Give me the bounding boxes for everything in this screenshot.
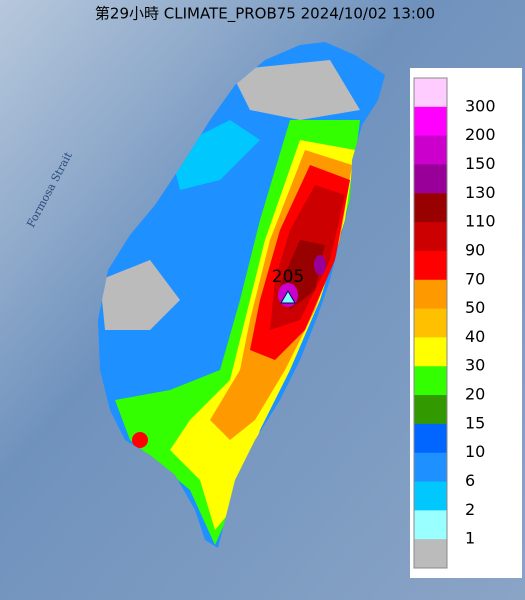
legend-swatch (414, 222, 447, 252)
title: 第29小時 CLIMATE_PROB75 2024/10/02 13:00 (95, 5, 435, 24)
legend-swatch (414, 539, 447, 569)
legend-label: 200 (465, 125, 496, 144)
legend-swatch (414, 308, 447, 338)
legend: 300 200 150 130 110 90 70 50 40 30 20 15 10 6 2 1 (413, 77, 496, 569)
legend-label: 50 (465, 298, 485, 317)
rain-area (314, 255, 326, 275)
legend-swatch (414, 395, 447, 425)
legend-label: 15 (465, 413, 485, 432)
max-label: 205 (272, 267, 304, 287)
legend-swatch (414, 164, 447, 194)
rain-area (132, 432, 148, 448)
legend-swatch (414, 279, 447, 310)
legend-swatch (414, 366, 447, 396)
legend-label: 110 (465, 212, 496, 231)
legend-label: 300 (465, 96, 496, 115)
legend-swatch (414, 78, 447, 108)
legend-label: 70 (465, 269, 485, 288)
legend-label: 40 (465, 327, 485, 346)
legend-label: 130 (465, 183, 496, 202)
legend-label: 150 (465, 154, 496, 173)
legend-label: 90 (465, 240, 485, 259)
legend-label: 1 (465, 529, 475, 548)
legend-swatch (414, 106, 447, 137)
legend-frame (413, 77, 448, 569)
legend-swatch (414, 452, 447, 483)
legend-swatch (414, 337, 447, 367)
max-marker (280, 290, 296, 304)
rain-area (230, 60, 360, 120)
legend-swatch (414, 481, 447, 511)
rain-area (170, 120, 260, 190)
legend-swatch (414, 193, 447, 223)
legend-label: 10 (465, 442, 485, 461)
rain-area (100, 260, 180, 330)
legend-swatch (414, 423, 447, 454)
legend-swatch (414, 250, 447, 281)
legend-swatch (414, 510, 447, 540)
legend-label: 20 (465, 385, 485, 404)
legend-label: 2 (465, 500, 475, 519)
legend-label: 30 (465, 356, 485, 375)
legend-label: 6 (465, 471, 475, 490)
legend-swatch (414, 135, 447, 165)
